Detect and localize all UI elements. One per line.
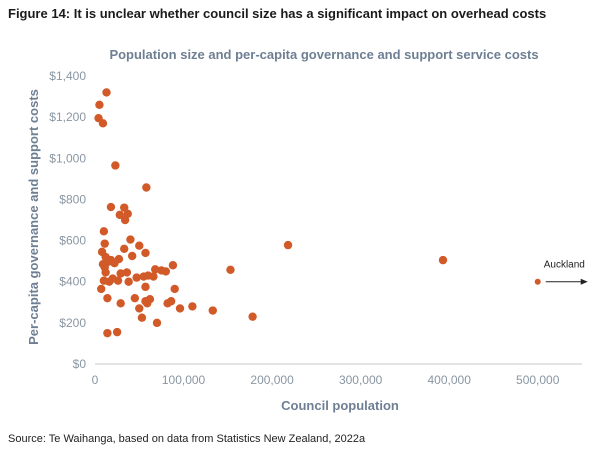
data-point — [142, 183, 151, 192]
x-tick-label: 0 — [92, 373, 99, 387]
data-point — [248, 312, 257, 321]
data-point — [137, 313, 147, 322]
data-point — [135, 241, 144, 250]
y-tick-label: $1,400 — [49, 69, 86, 83]
data-point — [168, 261, 178, 270]
y-tick-label: $800 — [59, 192, 86, 206]
y-axis-ticks: $0 $200 $400 $600 $800 $1,000 $1,200 $1,400 — [49, 69, 86, 371]
data-point — [116, 269, 125, 278]
data-point — [106, 202, 116, 212]
y-tick-label: $200 — [59, 316, 86, 330]
data-point — [124, 277, 133, 286]
data-point — [139, 272, 148, 281]
data-point — [110, 259, 119, 268]
data-point — [122, 268, 132, 277]
auckland-annotation: Auckland — [544, 260, 588, 285]
data-point — [96, 284, 106, 294]
data-point — [120, 203, 129, 212]
data-point — [226, 265, 235, 274]
data-point — [95, 100, 104, 110]
data-point — [112, 327, 122, 337]
data-point — [175, 304, 185, 313]
data-point — [98, 119, 108, 128]
data-point — [126, 235, 135, 244]
data-point — [111, 161, 120, 170]
x-axis-ticks: 0 100,000 200,000 300,000 400,000 500,000 — [92, 373, 560, 387]
y-tick-label: $400 — [59, 275, 86, 289]
auckland-point — [534, 278, 541, 285]
data-point — [152, 318, 162, 328]
data-point — [170, 284, 179, 294]
data-point — [135, 304, 144, 313]
y-axis-label: Per-capita governance and support costs — [26, 89, 41, 345]
data-point — [100, 239, 109, 248]
data-points — [94, 88, 541, 338]
data-point — [438, 255, 448, 265]
x-tick-label: 500,000 — [516, 373, 560, 387]
data-point — [120, 244, 129, 253]
data-point — [102, 88, 111, 97]
data-point — [161, 267, 171, 276]
y-tick-label: $0 — [73, 357, 87, 371]
arrow-head-icon — [580, 278, 588, 285]
y-tick-label: $600 — [59, 234, 86, 248]
data-point — [113, 276, 123, 285]
data-point — [141, 248, 150, 258]
data-point — [166, 297, 176, 306]
x-tick-label: 100,000 — [162, 373, 206, 387]
data-point — [127, 251, 137, 261]
x-tick-label: 300,000 — [339, 373, 383, 387]
data-point — [141, 282, 150, 292]
data-point — [120, 215, 130, 225]
x-axis-label: Council population — [281, 398, 399, 413]
data-point — [115, 210, 124, 220]
data-point — [103, 328, 112, 338]
figure-title: Figure 14: It is unclear whether council… — [8, 6, 547, 21]
data-point — [188, 302, 197, 311]
data-point — [132, 273, 141, 282]
data-point — [143, 299, 152, 308]
data-point — [283, 240, 293, 250]
x-tick-label: 200,000 — [250, 373, 294, 387]
data-point — [99, 227, 109, 236]
data-point — [103, 293, 112, 303]
chart-title: Population size and per-capita governanc… — [109, 47, 538, 62]
data-point — [101, 268, 110, 277]
data-point — [208, 306, 217, 315]
data-point — [116, 299, 125, 308]
data-point — [104, 277, 114, 286]
data-point — [130, 293, 140, 303]
data-point — [151, 265, 160, 274]
x-tick-label: 400,000 — [427, 373, 471, 387]
auckland-label: Auckland — [544, 260, 585, 271]
y-tick-label: $1,000 — [49, 151, 86, 165]
figure-source: Source: Te Waihanga, based on data from … — [8, 433, 366, 445]
data-point — [149, 272, 158, 281]
y-tick-label: $1,200 — [49, 110, 86, 124]
